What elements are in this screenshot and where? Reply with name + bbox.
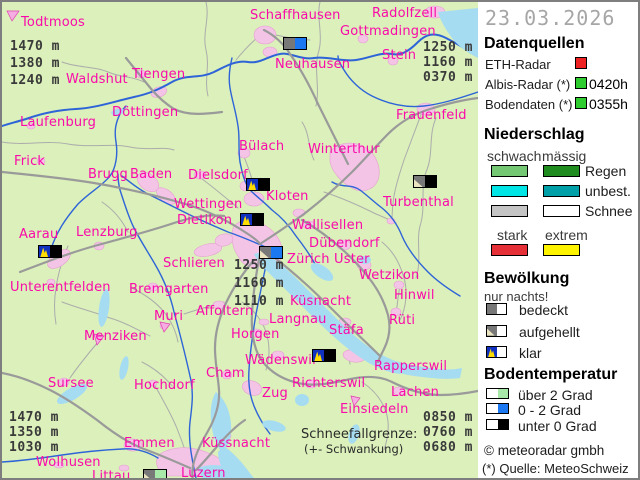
column-stark: stark [497,227,528,243]
precip-medium-swatch [543,165,580,177]
source-line: (*) Quelle: MeteoSchweiz [482,461,629,476]
river-toess [331,181,461,297]
river-thur [337,55,478,108]
lake-zuerichsee [254,252,404,374]
data-source-row: ETH-Radar [478,56,638,72]
precip-row: unbest. [478,183,638,199]
precip-weak-swatch [491,165,528,177]
soiltemp-label: über 2 Grad [518,387,593,403]
cloud-bedeckt-icon [486,303,507,315]
date-label: 23.03.2026 [485,6,616,30]
bewoelkung-title: Bewölkung [484,270,570,287]
precip-strong-row [478,242,638,258]
niederschlag-title: Niederschlag [484,126,585,143]
cloud-row: aufgehellt [478,323,638,341]
soil-temp-icon [486,403,509,415]
column-extrem: extrem [545,227,588,243]
data-source-time: 0420h [589,76,628,92]
legend-sidebar: 23.03.2026 Datenquellen Niederschlag sch… [478,2,638,476]
map-geography [2,2,478,478]
status-color-swatch [575,57,587,69]
copyright-line: © meteoradar gmbh [484,443,605,458]
soil-temp-icon [486,388,509,399]
soiltemp-row: 0 - 2 Grad [478,402,638,419]
river-reuss [117,173,197,478]
column-maessig: mässig [542,148,587,164]
data-source-row: Bodendaten (*) 0355h [478,96,638,112]
precip-medium-swatch [543,185,580,197]
precip-extreme-swatch [543,244,580,256]
cloud-label: aufgehellt [519,323,580,340]
cloud-label: bedeckt [519,302,569,318]
lake-hallwilersee [98,289,110,327]
data-source-time: 0355h [589,96,628,112]
bewoelkung-note: nur nachts! [484,289,549,304]
cloud-row: klar [478,345,638,362]
todtmoos-marker [6,10,20,22]
river-sihl [248,255,271,435]
lake-bodensee [438,8,478,58]
soil-temp-icon [486,418,509,430]
precip-medium-swatch [543,205,580,217]
bodentemperatur-title: Bodentemperatur [484,366,618,383]
precip-row: Regen [478,163,638,179]
cloud-label: klar [519,345,542,361]
river-limmat [121,175,269,249]
lake-obersee [382,358,462,379]
lake-baldeggersee [119,356,129,380]
river-glatt [228,57,317,267]
precip-type-label: Schnee [585,203,633,219]
status-color-swatch [575,97,587,109]
soiltemp-row: über 2 Grad [478,387,638,404]
precip-weak-swatch [491,185,528,197]
cloud-aufgehellt-icon [486,324,507,337]
precip-weak-swatch [491,205,528,217]
river-kleine-emme [2,448,159,463]
soiltemp-row: unter 0 Grad [478,417,638,435]
river-rhein [2,33,478,127]
lake-aegerisee [262,420,286,432]
data-source-label: Albis-Radar (*) [485,77,571,92]
precip-row: Schnee [478,203,638,219]
cloud-row: bedeckt [478,302,638,319]
datenquellen-title: Datenquellen [484,35,585,52]
lake-greifensee [310,263,334,281]
cloud-klar-icon [486,346,507,358]
lake-sihlsee [348,424,360,444]
lake-pfaeffikersee [359,256,371,264]
soiltemp-label: unter 0 Grad [518,417,597,434]
precip-type-label: Regen [585,163,627,179]
soiltemp-label: 0 - 2 Grad [518,402,582,419]
data-source-label: ETH-Radar [485,57,551,72]
precip-type-label: unbest. [585,183,631,199]
status-color-swatch [575,77,587,89]
precip-strong-swatch [491,244,528,256]
data-source-row: Albis-Radar (*) 0420h [478,76,638,92]
data-source-label: Bodendaten (*) [485,97,573,112]
column-schwach: schwach [487,148,542,164]
